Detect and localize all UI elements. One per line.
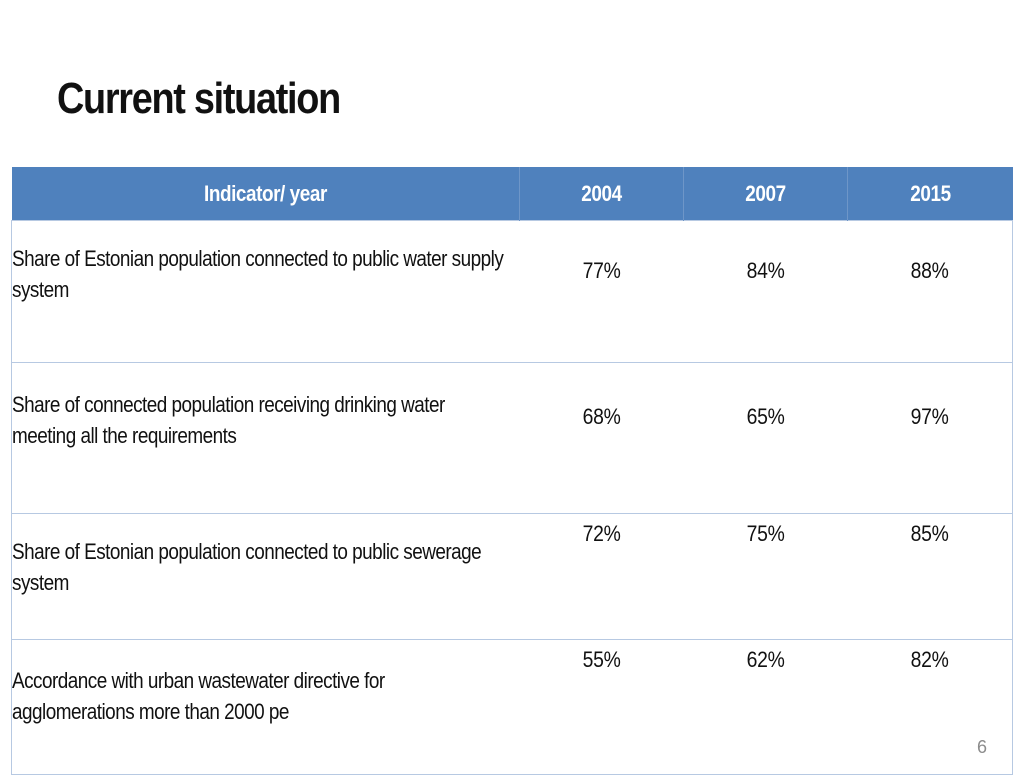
value-cell-2004: 77% [519,220,684,363]
value-cell-2015: 88% [847,220,1013,363]
table-row: Share of connected population receiving … [11,362,1013,514]
indicator-cell: Accordance with urban wastewater directi… [11,639,520,775]
header-year-2004: 2004 [519,167,684,221]
indicator-table: Indicator/ year 2004 2007 2015 Share of … [11,167,1013,775]
table-row: Share of Estonian population connected t… [11,220,1013,363]
indicator-table-wrapper: Indicator/ year 2004 2007 2015 Share of … [11,167,1013,775]
header-year-2007: 2007 [683,167,848,221]
value-cell-2015: 97% [847,362,1013,514]
table-row: Share of Estonian population connected t… [11,513,1013,640]
value-cell-2007: 65% [683,362,848,514]
value-cell-2007: 62% [683,639,848,775]
indicator-cell: Share of Estonian population connected t… [11,513,520,640]
value-cell-2007: 84% [683,220,848,363]
slide-title: Current situation [57,74,341,123]
table-row: Accordance with urban wastewater directi… [11,639,1013,775]
header-year-2015: 2015 [847,167,1013,221]
header-indicator-year: Indicator/ year [11,167,520,221]
value-cell-2007: 75% [683,513,848,640]
page-number: 6 [976,737,987,757]
value-cell-2004: 55% [519,639,684,775]
value-cell-2015: 85% [847,513,1013,640]
indicator-cell: Share of Estonian population connected t… [11,220,520,363]
value-cell-2015: 82% [847,639,1013,775]
table-header-row: Indicator/ year 2004 2007 2015 [11,167,1013,221]
value-cell-2004: 72% [519,513,684,640]
indicator-cell: Share of connected population receiving … [11,362,520,514]
value-cell-2004: 68% [519,362,684,514]
